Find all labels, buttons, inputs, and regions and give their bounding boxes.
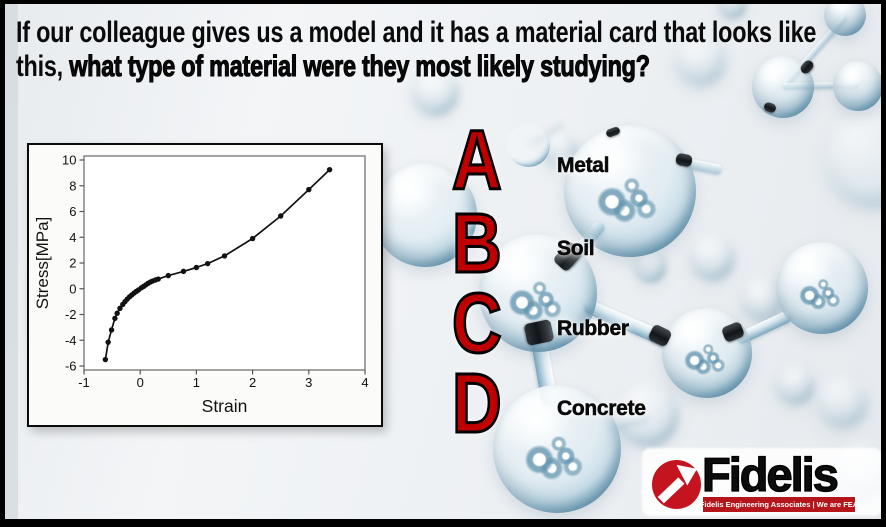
option-b-letter: B [451,196,503,290]
option-d[interactable]: D Concrete [446,356,686,450]
option-d-letter: D [451,356,503,450]
molecule-sphere [674,34,726,86]
svg-text:4: 4 [361,375,368,390]
fidelis-logo-tagline-strip: Fidelis Engineering Associates | We are … [699,497,859,512]
svg-text:-6: -6 [65,359,77,374]
option-c-letter: C [451,276,503,370]
question-title-line1: If our colleague gives us a model and it… [16,16,817,49]
option-a[interactable]: A Metal [446,113,686,207]
question-title-line2-bold: what type of material were they most lik… [69,49,651,83]
svg-text:0: 0 [137,375,144,390]
option-b-label: Soil [557,237,595,261]
svg-text:0: 0 [69,281,76,296]
molecule-sphere [824,0,866,36]
molecule-sphere-metal [564,125,696,257]
option-b[interactable]: B Soil [446,196,686,290]
question-title: If our colleague gives us a model and it… [16,16,843,84]
molecule-sphere [833,61,883,111]
fidelis-logo-wordmark: Fidelis [701,448,839,501]
fidelis-logo-icon [651,459,702,510]
molecule-sphere [816,376,868,428]
background-band [5,0,18,527]
molecule-sphere [776,242,868,334]
option-c[interactable]: C Rubber [446,276,686,370]
molecule-sphere [411,68,459,116]
slide-border-right [881,0,886,527]
option-a-letter: A [451,113,503,207]
molecule-sphere [373,163,477,267]
svg-text:-2: -2 [65,307,77,322]
stress-strain-plot: -1 0 1 2 3 4 -6 -4 -2 0 2 4 6 8 10 Strain Stress[MPa] [33,153,369,417]
svg-text:1: 1 [193,375,200,390]
question-title-line2: this, what type of material were they mo… [16,49,843,84]
stress-strain-chart-card: -1 0 1 2 3 4 -6 -4 -2 0 2 4 6 8 10 Strain Stress[MPa] [27,143,383,427]
svg-text:Strain: Strain [202,396,248,416]
slide-border-bottom [0,519,886,527]
molecule-sphere [717,0,747,19]
svg-text:3: 3 [305,375,312,390]
molecule-sphere [689,235,735,281]
molecule-sphere [824,112,886,208]
option-a-label: Metal [557,154,610,178]
svg-text:Stress[MPa]: Stress[MPa] [33,217,52,310]
molecule-sphere [775,365,815,405]
molecule-sphere [507,124,550,167]
svg-text:2: 2 [249,375,256,390]
svg-text:8: 8 [69,178,76,193]
svg-text:-4: -4 [65,333,77,348]
svg-text:2: 2 [69,256,76,271]
option-d-label: Concrete [557,397,646,421]
slide-border-left [0,0,5,527]
molecule-sphere-soil [479,234,597,352]
molecule-sphere-concrete [493,385,621,513]
option-c-label: Rubber [557,317,629,341]
svg-text:-1: -1 [78,375,90,390]
svg-text:6: 6 [69,204,76,219]
svg-text:10: 10 [62,153,76,168]
svg-text:4: 4 [69,230,76,245]
question-title-line2-normal: this, [16,50,70,83]
fidelis-logo-tagline: Fidelis Engineering Associates | We are … [699,500,859,509]
slide-border-top [0,0,886,4]
